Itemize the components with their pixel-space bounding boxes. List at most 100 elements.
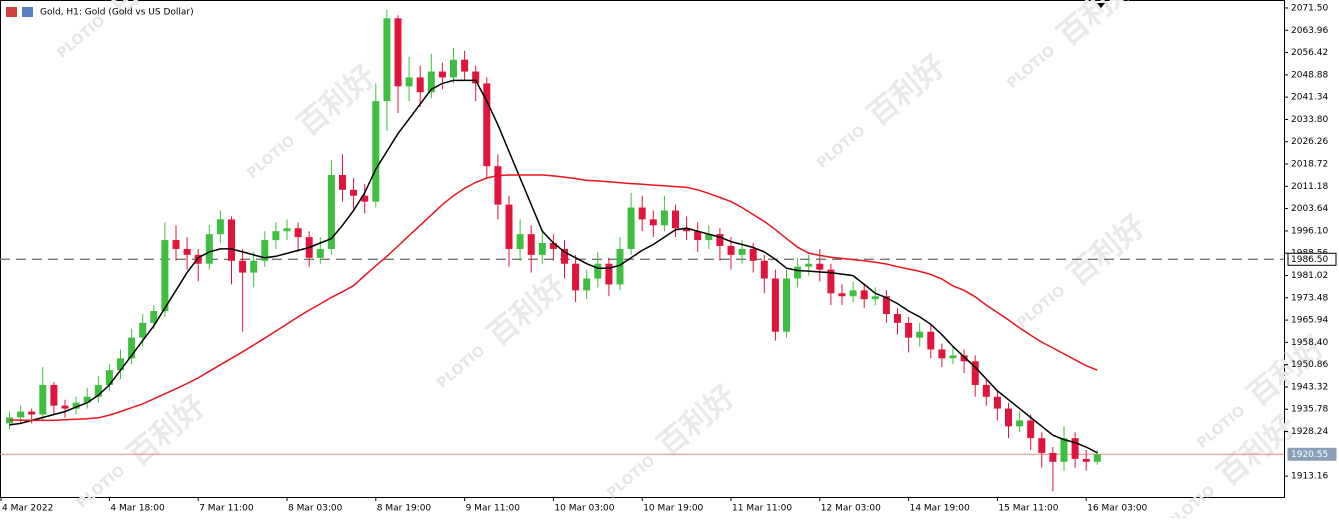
watermark-text: 百利好 bbox=[121, 389, 212, 474]
candle-body bbox=[583, 278, 591, 291]
candle-body bbox=[383, 18, 391, 102]
candle-body bbox=[771, 278, 779, 332]
candle-body bbox=[638, 207, 646, 220]
candle-body bbox=[83, 396, 91, 403]
moving-average bbox=[9, 174, 1098, 422]
watermark-text: 百利好 bbox=[861, 49, 952, 134]
x-tick-label: 4 Mar 18:00 bbox=[110, 504, 165, 514]
x-tick-label: 7 Mar 11:00 bbox=[199, 504, 254, 514]
watermark-brand: PLOTIO bbox=[604, 453, 658, 502]
price-label: 1920.55 bbox=[1291, 450, 1328, 460]
y-tick-label: 1935.78 bbox=[1291, 405, 1328, 415]
candle-body bbox=[294, 228, 302, 238]
candle-body bbox=[350, 189, 358, 196]
candle-body bbox=[882, 296, 890, 314]
candle-body bbox=[905, 322, 913, 338]
candle-body bbox=[283, 228, 291, 232]
x-tick-label: 11 Mar 11:00 bbox=[732, 504, 792, 514]
watermark-brand: PLOTIO bbox=[244, 133, 298, 182]
y-tick-label: 2041.34 bbox=[1291, 93, 1328, 103]
candle-body bbox=[516, 234, 524, 249]
x-tick-label: 10 Mar 19:00 bbox=[643, 504, 703, 514]
candle-body bbox=[971, 361, 979, 385]
candle-body bbox=[216, 219, 224, 235]
watermark-text: 百利好 bbox=[481, 269, 572, 354]
x-tick-label: 8 Mar 03:00 bbox=[288, 504, 343, 514]
x-tick-label: 9 Mar 11:00 bbox=[466, 504, 521, 514]
candle-body bbox=[549, 243, 557, 249]
candle-body bbox=[272, 231, 280, 241]
price-label-box bbox=[1287, 447, 1337, 461]
watermark-brand: PLOTIO bbox=[814, 123, 868, 172]
candle-body bbox=[50, 384, 58, 406]
candle-body bbox=[794, 266, 802, 279]
candle-body bbox=[194, 254, 202, 264]
x-tick-label: 10 Mar 03:00 bbox=[554, 504, 614, 514]
chart-title: Gold, H1: Gold (Gold vs US Dollar) bbox=[40, 8, 194, 18]
y-tick-label: 1965.94 bbox=[1291, 316, 1328, 326]
candle-body bbox=[938, 349, 946, 359]
watermark-brand: PLOTIO bbox=[1014, 283, 1068, 332]
candle-body bbox=[228, 219, 235, 261]
candle-body bbox=[139, 322, 147, 338]
candle-body bbox=[1082, 458, 1090, 462]
price-label-box bbox=[1287, 252, 1337, 266]
x-tick-label: 15 Mar 11:00 bbox=[998, 504, 1058, 514]
candle-body bbox=[72, 402, 80, 409]
candle-body bbox=[394, 18, 402, 87]
y-tick-label: 2063.96 bbox=[1291, 26, 1328, 36]
watermark-brand: PLOTIO bbox=[1004, 43, 1058, 92]
y-tick-label: 1928.24 bbox=[1291, 427, 1328, 437]
candle-body bbox=[616, 248, 624, 285]
candle-body bbox=[627, 207, 635, 249]
x-tick-label: 4 Mar 2022 bbox=[2, 504, 53, 514]
candle-body bbox=[327, 175, 335, 249]
candle-body bbox=[150, 311, 158, 323]
candle-body bbox=[28, 411, 36, 415]
candle-body bbox=[572, 263, 580, 291]
candle-body bbox=[916, 331, 924, 338]
y-tick-label: 2071.50 bbox=[1291, 3, 1328, 13]
candle-body bbox=[205, 234, 213, 264]
y-tick-label: 1943.32 bbox=[1291, 382, 1328, 392]
candle-body bbox=[993, 396, 1001, 409]
moving-average bbox=[9, 79, 1098, 454]
candle-body bbox=[117, 358, 124, 371]
candle-body bbox=[561, 248, 568, 264]
candle-body bbox=[827, 269, 835, 294]
candle-body bbox=[183, 248, 191, 255]
y-tick-label: 2026.26 bbox=[1291, 137, 1328, 147]
watermark-text: 百利好 bbox=[651, 379, 742, 464]
x-tick-label: 12 Mar 03:00 bbox=[821, 504, 881, 514]
candle-body bbox=[1071, 438, 1079, 459]
candle-body bbox=[960, 355, 968, 362]
candle-body bbox=[705, 234, 713, 241]
candle-body bbox=[783, 278, 790, 332]
candle-body bbox=[1005, 408, 1012, 427]
candle-body bbox=[871, 296, 879, 300]
candle-body bbox=[472, 71, 480, 84]
candle-body bbox=[316, 248, 324, 258]
candle-body bbox=[361, 195, 369, 202]
y-tick-label: 2011.18 bbox=[1291, 182, 1328, 192]
y-tick-label: 1981.02 bbox=[1291, 271, 1328, 281]
y-tick-label: 1996.10 bbox=[1291, 226, 1328, 236]
candle-body bbox=[450, 59, 457, 78]
price-label: 1986.50 bbox=[1291, 255, 1328, 265]
candle-body bbox=[694, 231, 702, 241]
candle-body bbox=[405, 77, 413, 87]
y-tick-label: 1950.86 bbox=[1291, 360, 1328, 370]
x-tick-label: 14 Mar 19:00 bbox=[910, 504, 970, 514]
candle-body bbox=[105, 370, 113, 385]
y-tick-label: 1958.40 bbox=[1291, 338, 1328, 348]
candle-body bbox=[849, 290, 857, 297]
candle-body bbox=[494, 166, 502, 205]
candle-body bbox=[483, 83, 491, 167]
candle-body bbox=[860, 290, 868, 300]
y-tick-label: 1913.16 bbox=[1291, 472, 1328, 482]
candle-body bbox=[927, 331, 935, 350]
candle-body bbox=[594, 263, 602, 279]
